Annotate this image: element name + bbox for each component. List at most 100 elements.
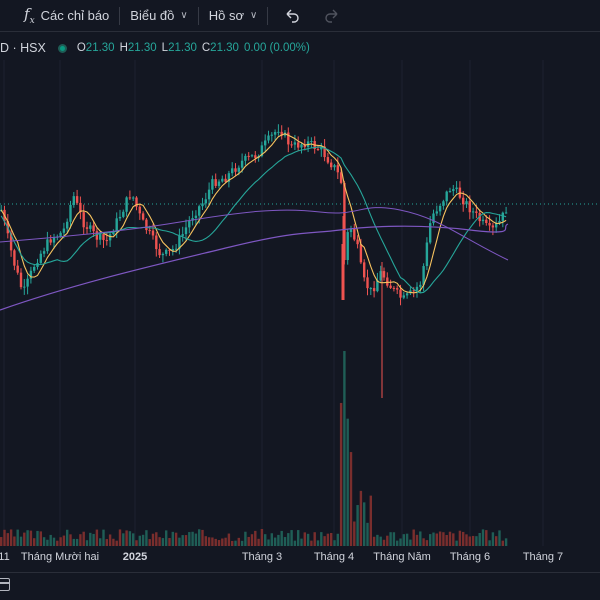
volume-bar — [201, 529, 204, 546]
volume-bar — [412, 529, 415, 546]
bottom-toolbar — [0, 572, 600, 600]
low-key: L — [161, 42, 169, 54]
calendar-icon[interactable] — [0, 578, 10, 591]
candle-body — [310, 141, 313, 143]
profile-menu-button[interactable]: Hồ sơ ∨ — [203, 0, 264, 32]
candle-body — [184, 227, 188, 235]
candle-body — [148, 230, 151, 232]
volume-bar — [422, 538, 425, 546]
volume-bar — [115, 540, 118, 546]
volume-bar — [56, 540, 59, 546]
volume-bar — [221, 538, 224, 546]
candle-body — [237, 167, 240, 172]
candle-body — [141, 213, 145, 220]
fx-icon: fx — [24, 5, 35, 26]
volume-bar — [458, 530, 462, 546]
volume-bar — [316, 540, 320, 546]
candle-body — [201, 203, 204, 207]
candle-body — [419, 284, 422, 287]
volume-bar — [257, 538, 260, 546]
redo-button[interactable] — [312, 0, 352, 32]
volume-bar — [270, 533, 273, 546]
volume-bar — [89, 532, 92, 546]
indicators-label: Các chỉ báo — [40, 8, 110, 23]
market-status-icon[interactable] — [57, 43, 67, 53]
volume-bar — [0, 537, 3, 546]
volume-bar — [95, 529, 99, 546]
candle-body — [475, 211, 478, 213]
candle-body — [23, 286, 26, 288]
candle-body — [297, 142, 300, 148]
volume-bar — [339, 402, 343, 546]
volume-bar — [231, 540, 234, 546]
candle-body — [112, 232, 115, 235]
volume-bar — [462, 531, 465, 546]
volume-bar — [165, 530, 168, 546]
candle-body — [330, 162, 333, 168]
time-axis[interactable]: 11 Tháng Mười hai 2025 Tháng 3 Tháng 4 T… — [0, 546, 600, 568]
volume-bar — [498, 530, 501, 546]
candle-body — [320, 146, 323, 150]
volume-bar — [376, 534, 379, 546]
candle-body — [448, 191, 452, 193]
chevron-down-icon: ∨ — [249, 10, 258, 21]
volume-bar — [310, 540, 313, 546]
volume-bar — [379, 536, 382, 546]
volume-bar — [432, 532, 435, 546]
candle-body — [115, 218, 118, 233]
volume-bar — [425, 540, 429, 546]
toolbar-divider — [197, 6, 199, 25]
volume-bar — [415, 534, 419, 546]
ma-slow-line — [0, 223, 509, 311]
ma-slow-line-2 — [0, 207, 509, 261]
volume-bar — [478, 532, 481, 546]
candle-body — [224, 178, 227, 182]
volume-bar — [184, 535, 188, 546]
volume-bar — [429, 534, 432, 546]
candle-body — [79, 202, 82, 213]
volume-bar — [204, 536, 207, 546]
symbol-label[interactable]: D · HSX — [0, 41, 46, 55]
candle-body — [468, 201, 471, 213]
candle-body — [481, 219, 485, 222]
candle-body — [191, 218, 194, 221]
volume-bar — [198, 529, 201, 546]
candle-body — [363, 262, 366, 278]
volume-bar — [349, 452, 353, 546]
candle-body — [264, 140, 267, 146]
candle-body — [366, 277, 369, 289]
ohlc-legend: D · HSX O 21.30 H 21.30 L 21.30 C 21.30 0.00… — [0, 40, 315, 56]
indicators-button[interactable]: fx Các chỉ báo — [18, 0, 115, 32]
candle-body — [161, 253, 165, 256]
candle-body — [488, 223, 491, 226]
candle-body — [273, 132, 277, 135]
volume-bar — [112, 538, 115, 546]
candle-body — [26, 278, 29, 287]
candle-body — [89, 225, 92, 229]
candle-body — [234, 168, 237, 172]
candle-body — [399, 289, 402, 298]
volume-bar — [396, 540, 399, 546]
volume-bar — [62, 535, 66, 546]
candle-body — [207, 189, 211, 200]
volume-bar — [151, 533, 155, 546]
candle-body — [455, 187, 458, 190]
undo-button[interactable] — [272, 0, 312, 32]
candle-body — [392, 287, 396, 289]
high-key: H — [119, 42, 128, 54]
volume-bar — [452, 533, 455, 546]
candle-body — [287, 132, 290, 145]
candle-body — [422, 266, 425, 285]
candle-body — [240, 160, 244, 168]
volume-bar — [23, 532, 26, 546]
x-tick-label: Tháng 4 — [313, 551, 355, 563]
volume-bar — [3, 529, 6, 546]
volume-bar — [194, 533, 198, 546]
volume-bar — [145, 530, 148, 546]
volume-bar — [105, 539, 108, 546]
volume-bar — [125, 530, 128, 546]
candle-body — [349, 228, 353, 233]
chart-menu-button[interactable]: Biểu đồ ∨ — [124, 0, 193, 32]
price-chart[interactable] — [0, 32, 600, 546]
volume-bar — [465, 534, 468, 546]
